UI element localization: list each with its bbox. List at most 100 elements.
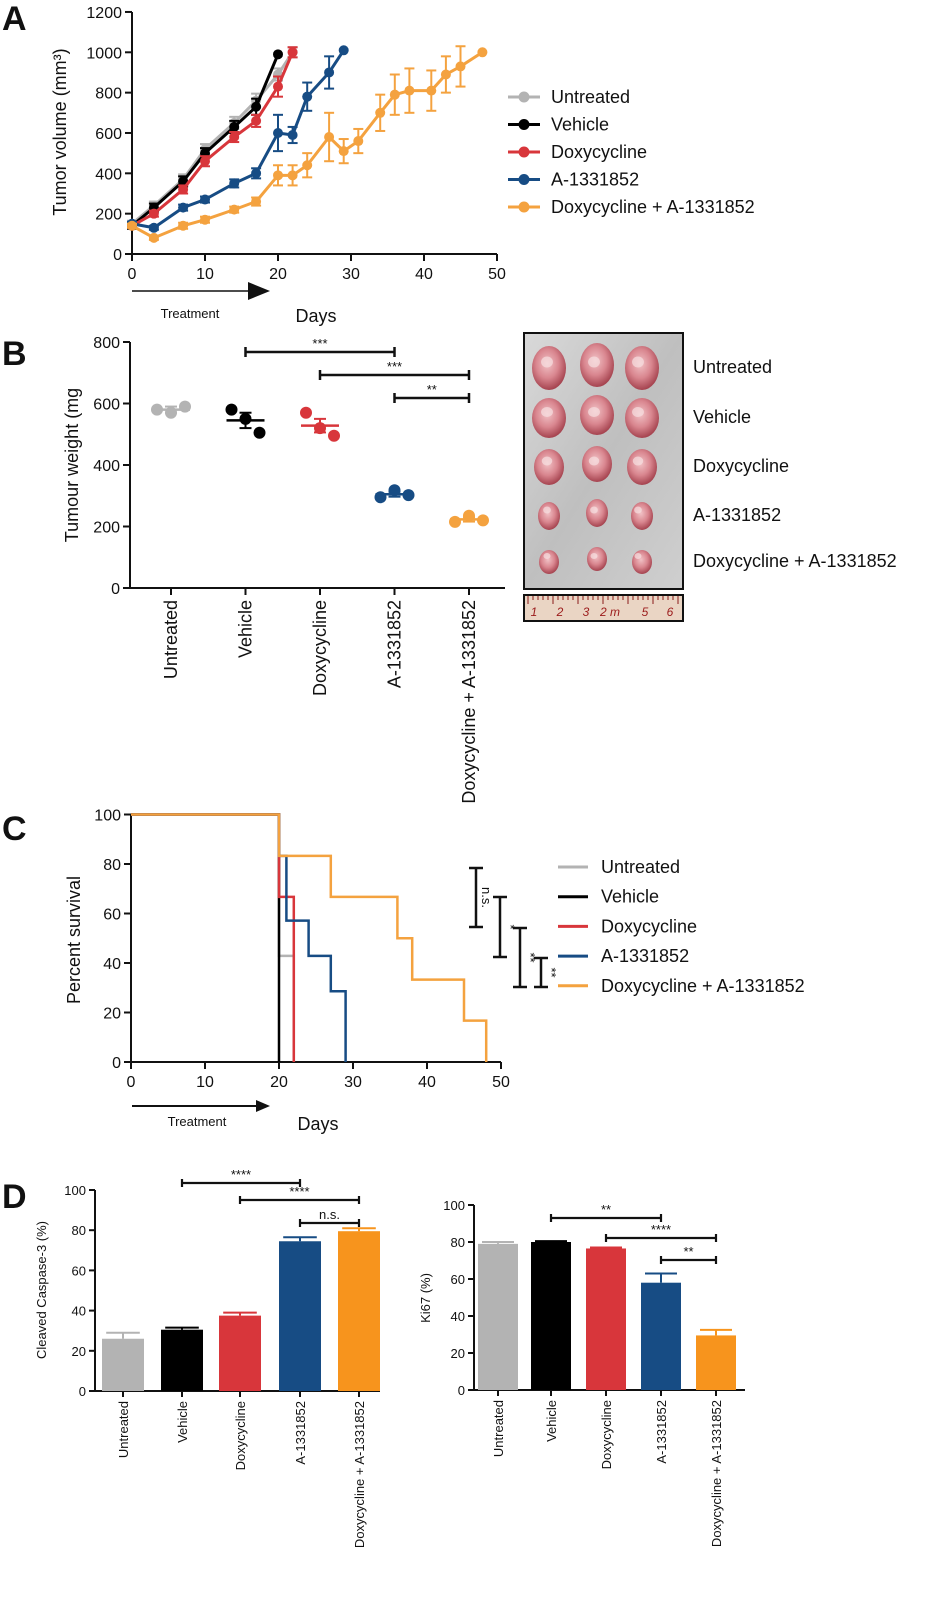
panel-a-point-a-1331852 xyxy=(287,129,298,140)
panel-d1-ytick-label: 40 xyxy=(72,1304,86,1319)
panel-c-step-doxycycline-a-1331852 xyxy=(131,813,488,1062)
panel-a-point-doxycycline-a-1331852 xyxy=(440,69,451,80)
panel-d1-xtick-label: Vehicle xyxy=(175,1401,190,1443)
tumor-highlight xyxy=(588,407,600,417)
panel-d2-xtick-label: Doxycycline + A-1331852 xyxy=(709,1400,724,1547)
panel-d2-xtick-label: A-1331852 xyxy=(654,1400,669,1464)
panel-d2-xtick-label: Untreated xyxy=(491,1400,506,1457)
tumor xyxy=(532,346,566,390)
tumor-highlight xyxy=(588,356,600,368)
tumor-highlight xyxy=(632,456,644,466)
panel-a-point-doxycycline-a-1331852 xyxy=(148,232,159,243)
panel-a-point-doxycycline-a-1331852 xyxy=(273,170,283,181)
tumor-highlight xyxy=(634,506,642,514)
panel-a-point-a-1331852 xyxy=(338,45,349,56)
tumor xyxy=(532,398,566,438)
panel-a-ytick-label: 200 xyxy=(95,207,122,224)
panel-b-sig-label: ** xyxy=(427,382,437,397)
legend-marker-vehicle xyxy=(518,119,530,130)
panel-c-ytick-label: 80 xyxy=(103,857,121,874)
panel-a-point-doxycycline xyxy=(148,208,159,219)
panel-a-ylabel: Tumor volume (mm³) xyxy=(50,48,70,215)
panel-b-ytick-label: 0 xyxy=(111,581,120,598)
panel-a-treatment-label: Treatment xyxy=(161,306,220,321)
panel-a-point-doxycycline-a-1331852 xyxy=(477,47,488,58)
panel-a-point-doxycycline-a-1331852 xyxy=(426,85,437,96)
panel-c-xtick-label: 10 xyxy=(196,1074,214,1091)
legend-label-untreated: Untreated xyxy=(601,857,680,877)
panel-b-point-doxycycline xyxy=(300,406,312,419)
tumor-highlight xyxy=(632,407,644,417)
panel-d1-bar-untreated xyxy=(102,1338,144,1391)
panel-d2-ytick-label: 40 xyxy=(451,1309,465,1324)
panel-b-ytick-label: 200 xyxy=(93,520,120,537)
panel-a-tumor-volume-chart: 0 200 400 600 800 1000 1200 0 10 20 30 40 50 Tumor v… xyxy=(50,5,755,326)
panel-b-point-vehicle xyxy=(225,403,238,416)
panel-c-sig-label: ** xyxy=(523,952,538,962)
panel-c-xtick-label: 20 xyxy=(270,1074,288,1091)
panel-d2-ytick-label: 100 xyxy=(443,1198,465,1213)
panel-d2-ytick-label: 80 xyxy=(451,1235,465,1250)
panel-d1-xtick-label: A-1331852 xyxy=(293,1401,308,1465)
tumor-highlight xyxy=(543,553,551,559)
tumor xyxy=(627,449,657,485)
panel-c-treatment-label: Treatment xyxy=(168,1114,227,1129)
panel-a-point-a-1331852 xyxy=(200,194,210,205)
panel-a-point-vehicle xyxy=(273,49,283,60)
panel-d1-bar-a-1331852 xyxy=(279,1241,321,1391)
panel-d1-xtick-label: Doxycycline xyxy=(233,1401,248,1470)
photo-label-vehicle: Vehicle xyxy=(693,407,751,427)
panel-label-c: C xyxy=(2,810,27,848)
panel-a-xlabel: Days xyxy=(295,306,336,326)
ruler-number: 1 xyxy=(531,605,538,619)
panel-a-xtick-label: 10 xyxy=(196,266,214,283)
tumor-photo: 1 2 3 2 m 5 6 Untreated Vehicle Doxycycline A-13… xyxy=(523,332,897,622)
tumor-highlight xyxy=(541,456,553,466)
panel-a-ytick-label: 0 xyxy=(113,247,122,264)
panel-a-ytick-label: 800 xyxy=(95,86,122,103)
tumor-highlight xyxy=(588,456,600,466)
legend-marker-doxycycline-a-1331852 xyxy=(518,201,530,213)
panel-a-point-doxycycline xyxy=(251,115,262,126)
panel-b-point-doxycycline xyxy=(328,429,340,442)
panel-d2-bar-doxycycline-a-1331852 xyxy=(696,1335,736,1390)
panel-a-point-doxycycline-a-1331852 xyxy=(178,220,189,231)
panel-c-xtick-label: 30 xyxy=(344,1074,362,1091)
panel-d2-sig-label: ** xyxy=(601,1202,611,1217)
panel-d2-bar-a-1331852 xyxy=(641,1282,681,1390)
panel-d1-ylabel: Cleaved Caspase-3 (%) xyxy=(34,1221,49,1359)
tumor-highlight xyxy=(590,506,598,514)
legend-label-vehicle: Vehicle xyxy=(551,115,609,135)
panel-a-point-a-1331852 xyxy=(229,178,240,189)
legend-label-a-1331852: A-1331852 xyxy=(601,946,689,966)
panel-c-significance: n.s.***** xyxy=(469,866,559,989)
panel-b-xtick-label: Vehicle xyxy=(236,600,256,658)
panel-b-ytick-label: 400 xyxy=(93,458,120,475)
panel-a-point-doxycycline-a-1331852 xyxy=(200,214,210,225)
panel-a-ytick-label: 600 xyxy=(95,126,122,143)
panel-d1-bar-doxycycline xyxy=(219,1315,261,1391)
panel-d1-sig-label: **** xyxy=(289,1184,309,1199)
tumor xyxy=(538,502,560,530)
panel-c-xtick-label: 50 xyxy=(492,1074,510,1091)
panel-b-xtick-label: Untreated xyxy=(161,600,181,679)
panel-d1-bar-vehicle xyxy=(161,1329,203,1391)
legend-label-doxycycline-a-1331852: Doxycycline + A-1331852 xyxy=(601,976,805,996)
panel-a-point-doxycycline xyxy=(178,184,189,195)
panel-c-step-vehicle xyxy=(131,813,281,1062)
panel-d1-xtick-label: Untreated xyxy=(116,1401,131,1458)
panel-a-point-vehicle xyxy=(229,121,240,132)
panel-c-legend: Untreated Vehicle Doxycycline A-1331852 Doxy… xyxy=(558,857,805,996)
panel-b-xtick-label: Doxycycline xyxy=(310,600,330,696)
panel-b-xtick-label: A-1331852 xyxy=(385,600,405,688)
ruler-number: 5 xyxy=(642,605,649,619)
panel-c-sig-label: ** xyxy=(544,967,559,977)
panel-d2-ylabel: Ki67 (%) xyxy=(418,1273,433,1323)
panel-b-point-doxycycline-a-1331852 xyxy=(449,515,461,528)
panel-a-point-doxycycline-a-1331852 xyxy=(251,196,262,207)
legend-marker-a-1331852 xyxy=(518,174,530,185)
tumor xyxy=(534,449,564,485)
panel-a-legend: Untreated Vehicle Doxycycline A-1331852 Doxy… xyxy=(508,87,755,217)
panel-a-point-doxycycline-a-1331852 xyxy=(389,89,400,100)
